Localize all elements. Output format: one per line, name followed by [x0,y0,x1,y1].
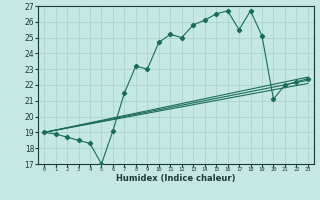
X-axis label: Humidex (Indice chaleur): Humidex (Indice chaleur) [116,174,236,183]
